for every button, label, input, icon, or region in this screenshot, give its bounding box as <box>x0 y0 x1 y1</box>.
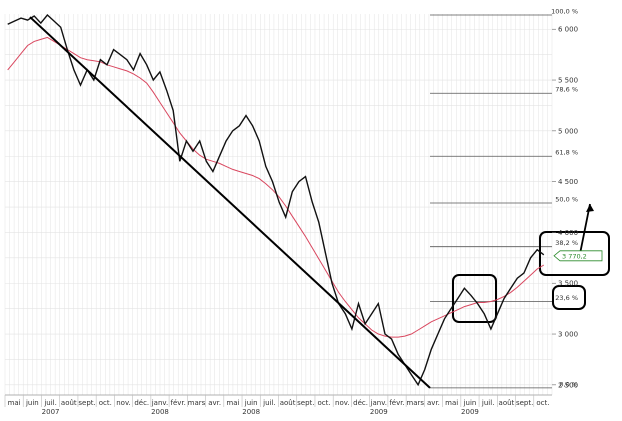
fib-level-label: 0,0 % <box>559 380 578 388</box>
x-year-label: 2009 <box>461 408 479 416</box>
x-tick-label: mars <box>406 399 424 407</box>
x-tick-label: mai <box>445 399 458 407</box>
x-tick-label: nov. <box>116 399 131 407</box>
y-axis: 6 000 5 500 5 000 4 500 4 000 3 500 3 000 2 500 <box>552 26 578 389</box>
x-tick-label: août <box>61 399 77 407</box>
y-tick-label: 5 500 <box>558 77 578 85</box>
trendline <box>29 16 431 389</box>
highlight-boxes <box>452 231 610 323</box>
x-tick-label: févr. <box>389 399 404 407</box>
x-year-label: 2008 <box>151 408 169 416</box>
x-tick-label: déc. <box>134 399 149 407</box>
fib-level-label: 61,8 % <box>555 149 578 157</box>
x-year-label: 2009 <box>370 408 388 416</box>
y-tick-label: 4 000 <box>558 229 578 237</box>
x-tick-label: juil. <box>481 399 495 407</box>
x-tick-label: avr. <box>208 399 221 407</box>
x-tick-label: mars <box>188 399 206 407</box>
x-tick-label: janv. <box>370 399 388 407</box>
arrow-shaft <box>579 203 591 254</box>
x-tick-label: mai <box>8 399 21 407</box>
grid <box>4 14 553 395</box>
x-tick-label: juin <box>463 399 477 407</box>
x-tick-label: sept. <box>78 399 95 407</box>
fibonacci-levels: 100,0 % 78,6 % 61,8 % 50,0 % 38,2 % 23,6 % 0,0… <box>430 8 578 388</box>
y-tick-label: 3 000 <box>558 331 578 339</box>
projection-arrow <box>579 203 594 254</box>
fib-level-label: 23,6 % <box>555 294 578 302</box>
x-year-label: 2007 <box>42 408 60 416</box>
y-tick-label: 4 500 <box>558 178 578 186</box>
x-year-label: 2008 <box>242 408 260 416</box>
highlight-box <box>539 231 610 276</box>
fib-level-label: 100,0 % <box>551 8 578 16</box>
x-tick-label: août <box>280 399 296 407</box>
x-tick-label: sept. <box>297 399 314 407</box>
y-tick-label: 3 500 <box>558 280 578 288</box>
x-tick-label: juin <box>244 399 258 407</box>
highlight-box <box>452 274 497 323</box>
x-tick-label: avr. <box>427 399 440 407</box>
x-tick-label: sept. <box>516 399 533 407</box>
current-price-label: 3 770,2 <box>562 252 587 260</box>
x-tick-label: oct. <box>536 399 549 407</box>
x-tick-label: nov. <box>335 399 350 407</box>
x-tick-label: oct. <box>99 399 112 407</box>
fib-level-label: 50,0 % <box>555 195 578 203</box>
highlight-box <box>552 285 586 310</box>
x-tick-label: juin <box>25 399 39 407</box>
x-tick-label: févr. <box>171 399 186 407</box>
x-tick-label: déc. <box>353 399 368 407</box>
y-tick-label: 5 000 <box>558 127 578 135</box>
x-axis: mai juin juil. août sept. oct. nov. déc. janv. fé… <box>4 394 552 416</box>
price-line <box>7 13 545 387</box>
y-tick-label: 2 500 <box>558 381 578 389</box>
fib-level-label: 38,2 % <box>555 239 578 247</box>
current-price-marker: 3 770,2 <box>553 250 603 262</box>
x-tick-label: mai <box>226 399 239 407</box>
current-price-box <box>553 250 603 262</box>
x-tick-label: juil. <box>262 399 276 407</box>
fib-level-label: 78,6 % <box>555 86 578 94</box>
x-tick-label: janv. <box>151 399 169 407</box>
y-tick-label: 6 000 <box>558 26 578 34</box>
arrow-head <box>586 203 594 212</box>
x-tick-label: août <box>499 399 515 407</box>
x-tick-label: juil. <box>43 399 57 407</box>
x-tick-label: oct. <box>318 399 331 407</box>
